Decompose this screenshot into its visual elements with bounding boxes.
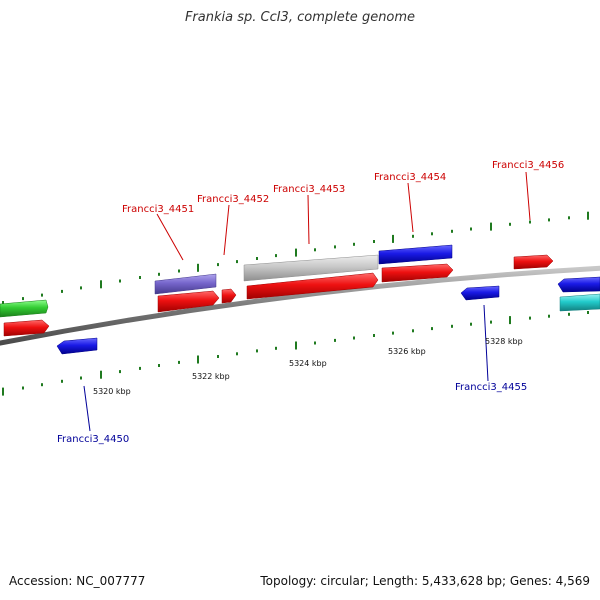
gene-arrow-blue[interactable]: [557, 276, 600, 293]
leader-line: [223, 204, 230, 256]
scale-label: 5328 kbp: [485, 337, 523, 346]
gene-arrow-cyan[interactable]: [559, 293, 600, 312]
gene-arrow-green[interactable]: [0, 299, 49, 318]
gene-label[interactable]: Francci3_4455: [455, 382, 527, 393]
gene-arrow-red[interactable]: [381, 263, 454, 283]
scale-labels: 5320 kbp 5322 kbp 5324 kbp 5326 kbp 5328…: [93, 337, 523, 396]
gene-label[interactable]: Francci3_4451: [122, 204, 194, 215]
gene-arrow-blue[interactable]: [460, 285, 500, 301]
gene-arrow-red[interactable]: [513, 254, 554, 270]
leader-line: [156, 213, 184, 261]
gene-arrow-gray[interactable]: [243, 254, 379, 282]
map-title: Frankia sp. CcI3, complete genome: [184, 10, 416, 25]
scale-label: 5320 kbp: [93, 387, 131, 396]
gene-arrow-blue[interactable]: [378, 244, 453, 265]
gene-arrow-red[interactable]: [221, 288, 237, 304]
gene-label-leaders: [83, 171, 531, 432]
accession-text: Accession: NC_007777: [9, 574, 146, 588]
leader-line: [307, 194, 310, 245]
genome-backbone: [0, 265, 600, 346]
gene-arrow-purple[interactable]: [154, 273, 217, 295]
scale-label: 5324 kbp: [289, 359, 327, 368]
gene-label[interactable]: Francci3_4450: [57, 434, 129, 445]
gene-label[interactable]: Francci3_4454: [374, 172, 446, 183]
tick-rows: [2, 211, 589, 396]
leader-line: [83, 385, 91, 432]
leader-line: [407, 182, 414, 233]
gene-features[interactable]: [0, 244, 600, 355]
scale-label: 5326 kbp: [388, 347, 426, 356]
gene-arrow-red[interactable]: [246, 272, 379, 300]
gene-arrow-red[interactable]: [3, 319, 50, 337]
leader-line: [525, 171, 531, 221]
gene-label[interactable]: Francci3_4453: [273, 184, 345, 195]
gene-arrow-blue[interactable]: [56, 337, 98, 355]
gene-label[interactable]: Francci3_4456: [492, 160, 564, 171]
scale-label: 5322 kbp: [192, 372, 230, 381]
leader-line: [483, 304, 489, 382]
gene-arrow-red[interactable]: [157, 290, 220, 313]
gene-labels: Francci3_4450 Francci3_4451 Francci3_445…: [57, 160, 564, 445]
gene-label[interactable]: Francci3_4452: [197, 194, 269, 205]
genome-summary-text: Topology: circular; Length: 5,433,628 bp…: [260, 574, 590, 588]
